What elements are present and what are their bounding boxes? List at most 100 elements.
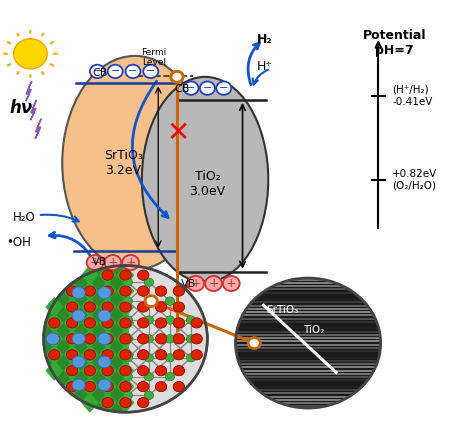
Circle shape <box>184 81 198 95</box>
Text: +: + <box>208 277 219 290</box>
Circle shape <box>191 318 202 328</box>
Circle shape <box>120 381 131 392</box>
Circle shape <box>155 350 167 360</box>
Circle shape <box>138 398 149 408</box>
Circle shape <box>49 318 60 328</box>
Circle shape <box>144 335 154 343</box>
Circle shape <box>138 381 149 392</box>
Circle shape <box>191 350 202 360</box>
Text: +: + <box>107 256 118 269</box>
Circle shape <box>84 302 96 312</box>
Circle shape <box>236 278 381 408</box>
Circle shape <box>205 276 222 291</box>
Circle shape <box>138 318 149 328</box>
Polygon shape <box>100 377 116 396</box>
Circle shape <box>66 318 78 328</box>
Circle shape <box>191 350 202 360</box>
Circle shape <box>173 381 185 392</box>
Text: −: − <box>111 66 120 76</box>
Circle shape <box>155 334 167 344</box>
Circle shape <box>165 372 175 381</box>
Circle shape <box>123 297 132 306</box>
Circle shape <box>223 276 240 291</box>
Polygon shape <box>82 298 98 316</box>
Polygon shape <box>64 362 80 380</box>
Circle shape <box>138 270 149 280</box>
Circle shape <box>138 334 149 344</box>
Polygon shape <box>64 314 80 332</box>
Circle shape <box>138 334 149 344</box>
Polygon shape <box>82 393 98 412</box>
Circle shape <box>155 350 167 360</box>
Circle shape <box>120 302 131 312</box>
Circle shape <box>191 334 202 344</box>
Text: +: + <box>226 277 236 290</box>
Polygon shape <box>64 346 80 364</box>
Text: TiO₂: TiO₂ <box>303 325 325 335</box>
Text: hν: hν <box>9 99 32 117</box>
Circle shape <box>216 81 231 95</box>
Circle shape <box>138 366 149 376</box>
Wedge shape <box>43 265 125 412</box>
Text: H₂: H₂ <box>257 32 272 46</box>
Polygon shape <box>100 298 116 316</box>
Circle shape <box>84 366 96 376</box>
Text: (H⁺/H₂)
-0.41eV: (H⁺/H₂) -0.41eV <box>392 85 433 106</box>
Circle shape <box>102 302 114 312</box>
Circle shape <box>46 333 59 345</box>
Text: −: − <box>93 66 102 76</box>
Circle shape <box>138 318 149 328</box>
Polygon shape <box>64 282 80 300</box>
Circle shape <box>87 255 104 270</box>
Circle shape <box>102 286 114 296</box>
Circle shape <box>123 354 132 362</box>
Circle shape <box>120 350 131 360</box>
Polygon shape <box>100 314 116 332</box>
Circle shape <box>98 287 111 299</box>
Circle shape <box>66 334 78 344</box>
Circle shape <box>102 381 114 392</box>
Text: CB: CB <box>92 68 107 78</box>
Text: TiO₂
3.0eV: TiO₂ 3.0eV <box>189 170 226 198</box>
Wedge shape <box>125 265 207 412</box>
Circle shape <box>173 286 185 296</box>
Circle shape <box>98 333 111 345</box>
Circle shape <box>165 297 175 306</box>
Circle shape <box>84 350 96 360</box>
Circle shape <box>248 338 260 349</box>
Circle shape <box>145 296 157 306</box>
Polygon shape <box>117 362 133 380</box>
Text: Potential
pH=7: Potential pH=7 <box>363 29 426 57</box>
Circle shape <box>123 278 132 287</box>
Polygon shape <box>46 362 62 380</box>
Circle shape <box>155 302 167 312</box>
Polygon shape <box>117 282 133 300</box>
Circle shape <box>144 316 154 324</box>
Circle shape <box>66 318 78 328</box>
Circle shape <box>102 286 114 296</box>
Text: +: + <box>125 256 136 269</box>
Circle shape <box>84 366 96 376</box>
Circle shape <box>138 286 149 296</box>
Circle shape <box>173 318 185 328</box>
Circle shape <box>14 39 47 69</box>
Circle shape <box>102 381 114 392</box>
Circle shape <box>138 381 149 392</box>
Circle shape <box>138 350 149 360</box>
Circle shape <box>138 270 149 280</box>
Circle shape <box>138 302 149 312</box>
Circle shape <box>144 391 154 400</box>
Text: Fermi
Level: Fermi Level <box>141 48 167 67</box>
Circle shape <box>98 379 111 391</box>
Polygon shape <box>117 330 133 348</box>
Circle shape <box>72 379 85 391</box>
Polygon shape <box>64 298 80 316</box>
Ellipse shape <box>142 77 268 282</box>
Circle shape <box>173 318 185 328</box>
Circle shape <box>173 381 185 392</box>
Circle shape <box>123 391 132 400</box>
Circle shape <box>102 398 114 408</box>
Circle shape <box>120 350 131 360</box>
Circle shape <box>102 318 114 328</box>
Circle shape <box>84 286 96 296</box>
